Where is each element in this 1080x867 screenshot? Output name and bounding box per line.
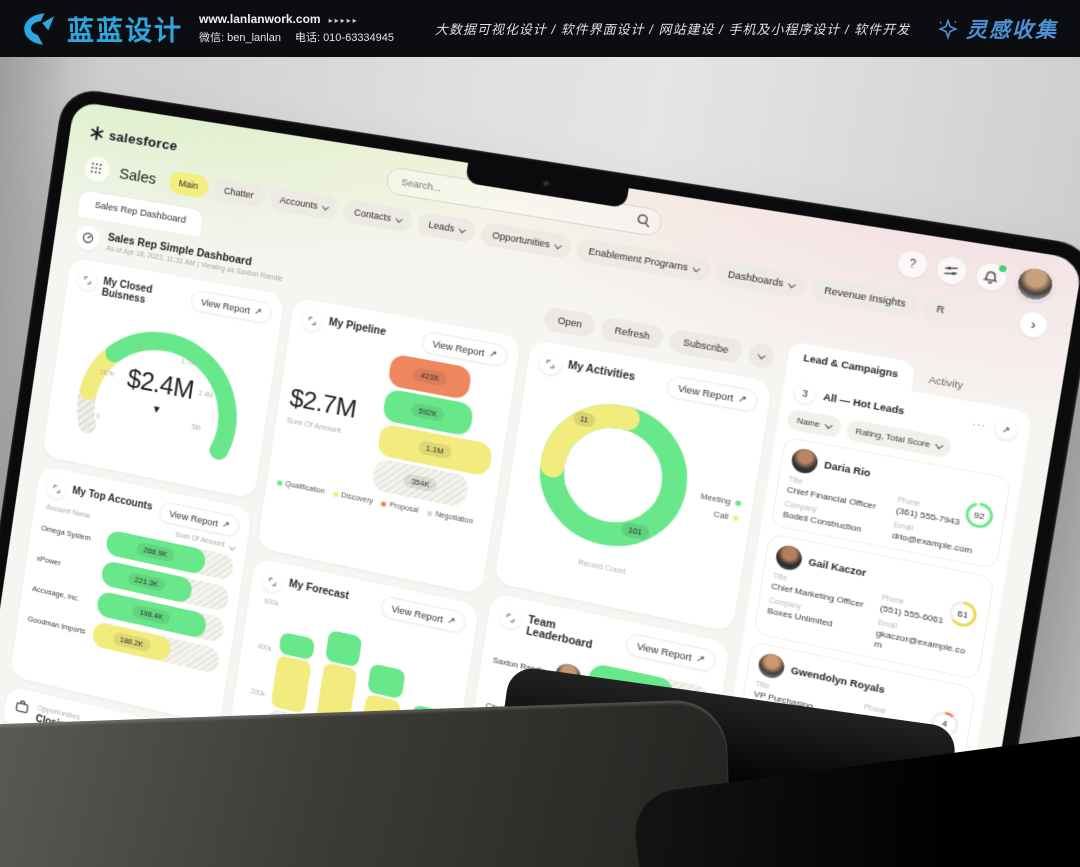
chevron-down-icon: [825, 421, 833, 429]
open-button[interactable]: Open: [542, 306, 597, 339]
card-title: My Pipeline: [328, 316, 387, 339]
nav-pill-revenue-insights[interactable]: Revenue Insights: [810, 276, 920, 318]
leads-list-title: All — Hot Leads: [822, 391, 906, 417]
help-button[interactable]: ?: [896, 248, 929, 280]
card-my-closed-business: My Closed Buisness View Report ↗: [42, 257, 285, 500]
card-title: My Activities: [567, 359, 636, 384]
inspiration-collect-label: 灵感收集: [966, 18, 1058, 42]
avatar: [756, 651, 787, 681]
lead-name: Daria Rio: [823, 459, 872, 479]
chevron-down-icon: [554, 241, 562, 249]
open-list-button[interactable]: ↗: [993, 417, 1019, 442]
card-my-activities: My Activities View Report ↗ 11: [493, 339, 773, 633]
chevron-down-icon: [692, 264, 700, 272]
avatar: [790, 446, 820, 476]
arrow-up-right-icon: ↗: [488, 347, 498, 360]
expand-icon[interactable]: [45, 477, 68, 501]
expand-icon[interactable]: [498, 605, 523, 631]
bar-value: 221.3K: [126, 571, 166, 593]
view-report-button[interactable]: View Report ↗: [624, 632, 718, 674]
more-actions-button[interactable]: [746, 341, 776, 370]
inspiration-collect: 灵感收集: [937, 14, 1058, 44]
promo-banner: 蓝蓝设计 www.lanlanwork.com ▸▸▸▸▸ 微信: ben_lan…: [0, 0, 1080, 57]
banner-phone: 电话: 010-63334945: [294, 31, 395, 44]
settings-sliders-icon[interactable]: [935, 255, 969, 287]
workspace-title: Sales: [118, 164, 158, 188]
laptop: salesforce ?: [0, 86, 1080, 867]
nav-scroll-right-button[interactable]: ›: [1017, 310, 1049, 340]
desk-foreground: [0, 698, 734, 867]
chevron-down-icon: [395, 215, 403, 222]
avatar: [774, 544, 804, 573]
banner-wechat: 微信: ben_lanlan: [199, 31, 281, 44]
nav-pill-opportunities[interactable]: Opportunities: [479, 221, 573, 260]
expand-icon[interactable]: [260, 569, 285, 595]
lanlan-logo: 蓝蓝设计: [22, 9, 183, 48]
banner-services: 大数据可视化设计 / 软件界面设计 / 网站建设 / 手机及小程序设计 / 软件…: [434, 22, 911, 37]
salesforce-logo-icon: [90, 125, 104, 140]
arrow-up-right-icon: ↗: [695, 652, 706, 665]
nav-pill-contacts[interactable]: Contacts: [342, 199, 414, 233]
chevron-down-icon: [757, 351, 766, 359]
laptop-screen: salesforce ?: [0, 100, 1080, 867]
salesforce-dashboard: salesforce ?: [0, 101, 1080, 867]
activities-legend: Meeting Call: [697, 489, 742, 527]
chevron-down-icon: [322, 202, 329, 210]
nav-pill-accounts[interactable]: Accounts: [268, 186, 340, 221]
nav-pill-dashboards[interactable]: Dashboards: [714, 260, 808, 299]
search-icon[interactable]: [635, 212, 652, 228]
dashboard-gauge-icon: [74, 223, 102, 252]
gauge-tick: 5M: [191, 423, 202, 433]
chevron-down-icon: [458, 225, 466, 233]
more-menu-icon[interactable]: ···: [971, 417, 988, 432]
user-avatar[interactable]: [1014, 264, 1057, 304]
nav-pill-main[interactable]: Main: [167, 170, 210, 199]
app-launcher-icon[interactable]: [82, 154, 112, 185]
lanlan-logo-icon: [24, 12, 55, 45]
arrow-up-right-icon: ↗: [737, 392, 747, 405]
chevron-down-icon: [228, 542, 236, 550]
nav-pill-chatter[interactable]: Chatter: [212, 177, 266, 209]
expand-icon[interactable]: [537, 351, 563, 377]
arrow-up-right-icon: ↗: [253, 305, 263, 317]
banner-website: www.lanlanwork.com: [199, 12, 321, 27]
refresh-button[interactable]: Refresh: [599, 316, 665, 351]
arrow-up-right-icon: ↗: [221, 518, 230, 531]
gauge-tick: 1M: [132, 342, 143, 352]
lanlan-logo-text: 蓝蓝设计: [67, 16, 183, 46]
bar-value: 188.2K: [112, 631, 152, 653]
salesforce-logo: salesforce: [89, 124, 179, 153]
card-my-pipeline: My Pipeline View Report ↗ $2.7M Sum Of Am…: [256, 297, 522, 595]
arrow-up-right-icon: ↗: [446, 614, 456, 627]
lead-score-ring: 92: [961, 498, 997, 532]
card-title: My Forecast: [288, 578, 350, 603]
nav-pill-overflow[interactable]: R: [922, 294, 946, 323]
webcam: [542, 180, 552, 189]
salesforce-wordmark: salesforce: [108, 127, 179, 154]
card-my-top-accounts: My Top Accounts View Report ↗ Account Nam…: [9, 465, 253, 726]
expand-icon[interactable]: [76, 268, 99, 293]
subscribe-button[interactable]: Subscribe: [667, 328, 744, 365]
sparkle-star-icon: [938, 17, 958, 40]
bar-value: 198.4K: [131, 604, 171, 626]
opportunities-briefcase-icon: [14, 698, 30, 716]
leads-count-badge: 3: [792, 381, 817, 406]
notification-dot: [998, 264, 1007, 273]
banner-arrows: ▸▸▸▸▸: [328, 16, 359, 26]
chevron-down-icon: [935, 441, 943, 449]
notification-bell-icon[interactable]: [974, 261, 1009, 293]
chevron-down-icon: [788, 280, 796, 288]
expand-icon[interactable]: [300, 309, 325, 334]
bar-value: 268.9K: [135, 541, 175, 563]
gauge-tick: 0: [95, 413, 101, 421]
nav-pill-leads[interactable]: Leads: [416, 211, 477, 244]
lead-score-ring: 61: [945, 597, 981, 632]
activities-donut-chart: 11 101 Meeting Call Record Count: [510, 378, 755, 597]
banner-contact: www.lanlanwork.com ▸▸▸▸▸ 微信: ben_lanlan 电话…: [199, 10, 408, 46]
card-title: My Top Accounts: [71, 485, 154, 513]
lead-name: Gail Kaczor: [807, 556, 868, 580]
